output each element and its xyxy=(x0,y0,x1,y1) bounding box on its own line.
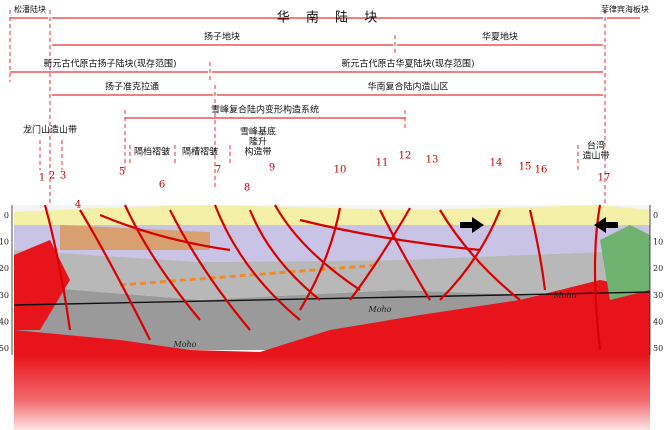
section-number: 8 xyxy=(244,183,250,194)
moho-label: Moho xyxy=(553,291,577,300)
region-label: 雪峰复合陆内变形构造系统 xyxy=(211,104,319,116)
moho-label: Moho xyxy=(368,305,392,314)
depth-tick: 10 xyxy=(653,238,663,247)
section-number: 6 xyxy=(159,180,165,191)
region-label: 华 南 陆 块 xyxy=(277,10,383,26)
depth-tick: 20 xyxy=(0,264,9,273)
section-number: 12 xyxy=(399,151,412,162)
depth-tick: 30 xyxy=(653,291,663,300)
region-label: 新元古代原古扬子陆块(现存范围) xyxy=(43,58,176,70)
structure-label: 构造带 xyxy=(244,146,271,158)
depth-tick: 40 xyxy=(0,317,9,326)
structure-label: 造山带 xyxy=(582,150,609,162)
region-label: 华南复合陆内造山区 xyxy=(367,81,448,93)
region-label: 华夏地块 xyxy=(482,31,518,43)
section-number: 9 xyxy=(269,163,275,174)
depth-tick: 10 xyxy=(0,238,9,247)
section-number: 3 xyxy=(60,171,66,182)
structure-label: 隔槽褶皱 xyxy=(182,146,218,158)
section-number: 4 xyxy=(75,200,81,211)
structure-label: 隆升 xyxy=(249,136,267,148)
region-label: 新元古代原古华夏陆块(现存范围) xyxy=(341,58,474,70)
section-number: 2 xyxy=(49,171,55,182)
section-number: 16 xyxy=(535,165,548,176)
section-number: 7 xyxy=(215,165,221,176)
structure-label: 雪峰基底 xyxy=(240,126,276,138)
structure-label: 龙门山造山带 xyxy=(23,124,77,136)
region-label: 扬子地块 xyxy=(204,31,240,43)
section-number: 15 xyxy=(519,162,532,173)
region-brackets xyxy=(9,10,640,205)
depth-tick: 40 xyxy=(653,317,663,326)
depth-tick: 20 xyxy=(653,264,663,273)
section-number: 17 xyxy=(598,173,611,184)
cross-section xyxy=(11,204,651,430)
depth-tick: 50 xyxy=(653,344,663,353)
structure-label: 台湾 xyxy=(587,140,605,152)
section-number: 11 xyxy=(376,158,389,169)
section-number: 14 xyxy=(490,158,503,169)
moho-label: Moho xyxy=(173,340,197,349)
region-label: 菲律宾海板块 xyxy=(601,4,649,14)
depth-tick: 0 xyxy=(653,211,658,220)
depth-tick: 50 xyxy=(0,344,9,353)
depth-tick: 30 xyxy=(0,291,9,300)
structure-label: 隔档褶皱 xyxy=(134,146,170,158)
section-number: 10 xyxy=(334,165,347,176)
section-number: 13 xyxy=(426,155,439,166)
section-number: 5 xyxy=(119,167,125,178)
depth-tick: 0 xyxy=(4,211,9,220)
region-label: 松潘陆块 xyxy=(14,4,46,14)
region-label: 扬子准克拉通 xyxy=(105,81,159,93)
section-number: 1 xyxy=(39,173,45,184)
